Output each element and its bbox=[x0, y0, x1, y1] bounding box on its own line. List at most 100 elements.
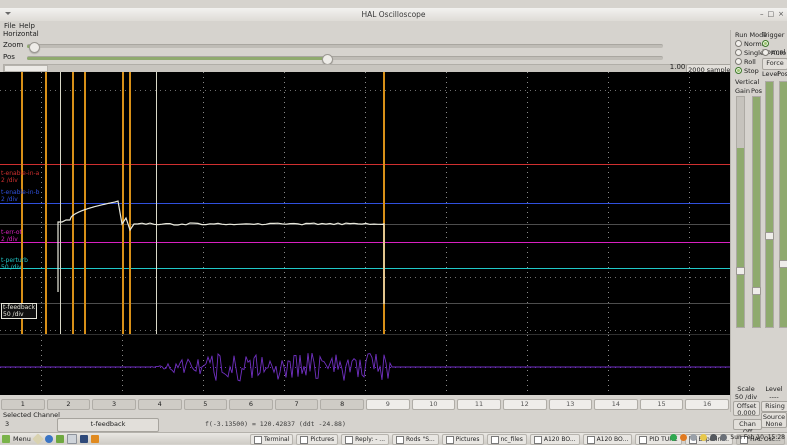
horizontal-section-label: Horizontal bbox=[3, 30, 39, 38]
selected-channel-button[interactable]: t-feedback bbox=[57, 418, 159, 432]
pos-slider-fill bbox=[27, 57, 326, 60]
taskbar-item-3[interactable]: Rods "S... bbox=[392, 434, 439, 445]
window-icon bbox=[300, 436, 308, 444]
menu-item-file[interactable]: File bbox=[4, 22, 16, 30]
channel-button-16[interactable]: 16 bbox=[685, 399, 729, 410]
tray-app-green-icon[interactable] bbox=[670, 434, 677, 441]
vertical-gain-slider-handle[interactable] bbox=[736, 267, 745, 275]
taskbar-item-6[interactable]: A120 BO... bbox=[530, 434, 580, 445]
channel-label-3[interactable]: t-feedback 50 /div bbox=[1, 303, 37, 319]
zoom-slider-track[interactable] bbox=[27, 44, 663, 48]
run-mode-single-radio[interactable]: Single bbox=[735, 49, 764, 57]
channel-label-2[interactable]: t-enable-in-b 2 /div bbox=[1, 189, 39, 203]
channel-button-13[interactable]: 13 bbox=[549, 399, 593, 410]
channel-label-5[interactable]: t-perturb 50 /div bbox=[1, 257, 28, 271]
run-mode-stop-radio[interactable]: Stop bbox=[735, 67, 759, 75]
menu-item-help[interactable]: Help bbox=[19, 22, 35, 30]
channel-button-10[interactable]: 10 bbox=[412, 399, 456, 410]
taskbar-item-1[interactable]: Pictures bbox=[296, 434, 338, 445]
run-mode-roll-radio[interactable]: Roll bbox=[735, 58, 756, 66]
channel-button-14[interactable]: 14 bbox=[594, 399, 638, 410]
tray-app-gray-icon[interactable] bbox=[690, 434, 697, 441]
network-icon[interactable] bbox=[720, 434, 727, 441]
trigger-source-button[interactable]: Source None bbox=[761, 412, 787, 428]
trigger-level-caption: Level bbox=[761, 385, 787, 393]
run-mode-stop-label: Stop bbox=[744, 67, 759, 75]
trigger-title: Trigger bbox=[762, 31, 784, 39]
scope-plot-area[interactable]: t-enable-in-a 2 /div t-enable-in-b 2 /div t-… bbox=[0, 72, 730, 334]
app-orange-icon[interactable] bbox=[91, 435, 99, 443]
channel-button-4[interactable]: 4 bbox=[138, 399, 182, 410]
taskbar-item-5[interactable]: nc_files bbox=[487, 434, 527, 445]
trigger-level-slider-handle[interactable] bbox=[765, 232, 774, 240]
window-title: HAL Oscilloscope bbox=[0, 10, 787, 19]
trigger-pos-slider[interactable] bbox=[779, 81, 787, 328]
right-control-panel: Run Mode Trigger Normal Single Roll Stop… bbox=[730, 30, 787, 412]
tray-app-orange-icon[interactable] bbox=[680, 434, 687, 441]
minimize-button[interactable]: – bbox=[760, 10, 764, 18]
tray-lock-icon[interactable] bbox=[700, 434, 707, 441]
vertical-offset-button[interactable]: Offset 0.000 bbox=[733, 401, 760, 416]
window-icon bbox=[254, 436, 262, 444]
chan-off-button[interactable]: Chan Off bbox=[733, 419, 762, 430]
app-blue-icon[interactable] bbox=[80, 435, 88, 443]
channel-button-15[interactable]: 15 bbox=[640, 399, 684, 410]
channel-label-4[interactable]: t-err-ot 2 /div bbox=[1, 229, 22, 243]
taskbar-item-2[interactable]: Reply: - ... bbox=[341, 434, 389, 445]
pos-slider-track[interactable] bbox=[27, 56, 663, 60]
taskbar-item-0[interactable]: Terminal bbox=[250, 434, 293, 445]
zoom-slider-row: Zoom bbox=[3, 40, 663, 51]
taskbar-item-7[interactable]: A120 BO... bbox=[583, 434, 633, 445]
vertical-gain-slider[interactable] bbox=[736, 96, 745, 328]
globe-icon[interactable] bbox=[45, 435, 53, 443]
channel-scale: 2 /div bbox=[1, 196, 39, 203]
channel-button-1[interactable]: 1 bbox=[1, 399, 45, 410]
vertical-pos-slider[interactable] bbox=[752, 96, 761, 328]
channel-button-7[interactable]: 7 bbox=[275, 399, 319, 410]
taskbar-item-label: A120 BO... bbox=[597, 436, 629, 443]
desktop-taskbar: Menu Terminal Pictures Reply: - ... Rods "S… bbox=[0, 432, 787, 444]
title-bar: HAL Oscilloscope – □ × bbox=[0, 8, 787, 22]
run-mode-single-label: Single bbox=[744, 49, 764, 57]
hal-oscilloscope-window: HAL Oscilloscope – □ × File Help Horizon… bbox=[0, 0, 787, 443]
volume-icon[interactable] bbox=[710, 434, 717, 441]
window-icon bbox=[446, 436, 454, 444]
trigger-level-value: ---- bbox=[761, 393, 787, 401]
taskbar-item-4[interactable]: Pictures bbox=[442, 434, 484, 445]
taskbar-item-label: Terminal bbox=[264, 436, 289, 443]
force-trigger-button[interactable]: Force bbox=[762, 58, 787, 70]
channel-button-11[interactable]: 11 bbox=[457, 399, 501, 410]
horizontal-scrollbar-thumb[interactable] bbox=[4, 65, 48, 72]
window-icon bbox=[587, 436, 595, 444]
trigger-auto-radio[interactable]: Auto bbox=[762, 49, 786, 57]
channel-name: t-enable-in-b bbox=[1, 189, 39, 196]
taskbar-item-label: Pictures bbox=[310, 436, 334, 443]
maximize-button[interactable]: □ bbox=[768, 10, 775, 18]
channel-button-12[interactable]: 12 bbox=[503, 399, 547, 410]
trigger-edge-button[interactable]: Rising bbox=[761, 401, 787, 412]
menu-icon[interactable] bbox=[2, 435, 10, 443]
channel-button-2[interactable]: 2 bbox=[47, 399, 91, 410]
trigger-auto-label: Auto bbox=[771, 49, 786, 57]
vertical-offset-value: 0.000 bbox=[734, 410, 759, 417]
clock: Sun Feb 10, 15:28 bbox=[730, 434, 785, 441]
trigger-level-slider[interactable] bbox=[765, 81, 774, 328]
channel-button-5[interactable]: 5 bbox=[184, 399, 228, 410]
channel-label-1[interactable]: t-enable-in-a 2 /div bbox=[1, 170, 39, 184]
channel-name: t-perturb bbox=[1, 257, 28, 264]
horizontal-controls: Horizontal Zoom Pos 1.00 Sec per div 200… bbox=[0, 30, 787, 72]
channel-button-9[interactable]: 9 bbox=[366, 399, 410, 410]
files-icon[interactable] bbox=[56, 435, 64, 443]
scope-plot-area-secondary[interactable] bbox=[0, 334, 730, 395]
close-button[interactable]: × bbox=[778, 10, 784, 18]
trigger-pos-slider-handle[interactable] bbox=[779, 260, 787, 268]
channel-button-8[interactable]: 8 bbox=[320, 399, 364, 410]
start-menu-label[interactable]: Menu bbox=[13, 435, 31, 443]
trigger-source-value: None bbox=[762, 421, 786, 428]
channel-scale: 2 /div bbox=[1, 177, 39, 184]
vertical-pos-slider-handle[interactable] bbox=[752, 287, 761, 295]
channel-name: t-err-ot bbox=[1, 229, 22, 236]
channel-button-6[interactable]: 6 bbox=[229, 399, 273, 410]
channel-button-3[interactable]: 3 bbox=[92, 399, 136, 410]
channel-scale: 2 /div bbox=[1, 236, 22, 243]
